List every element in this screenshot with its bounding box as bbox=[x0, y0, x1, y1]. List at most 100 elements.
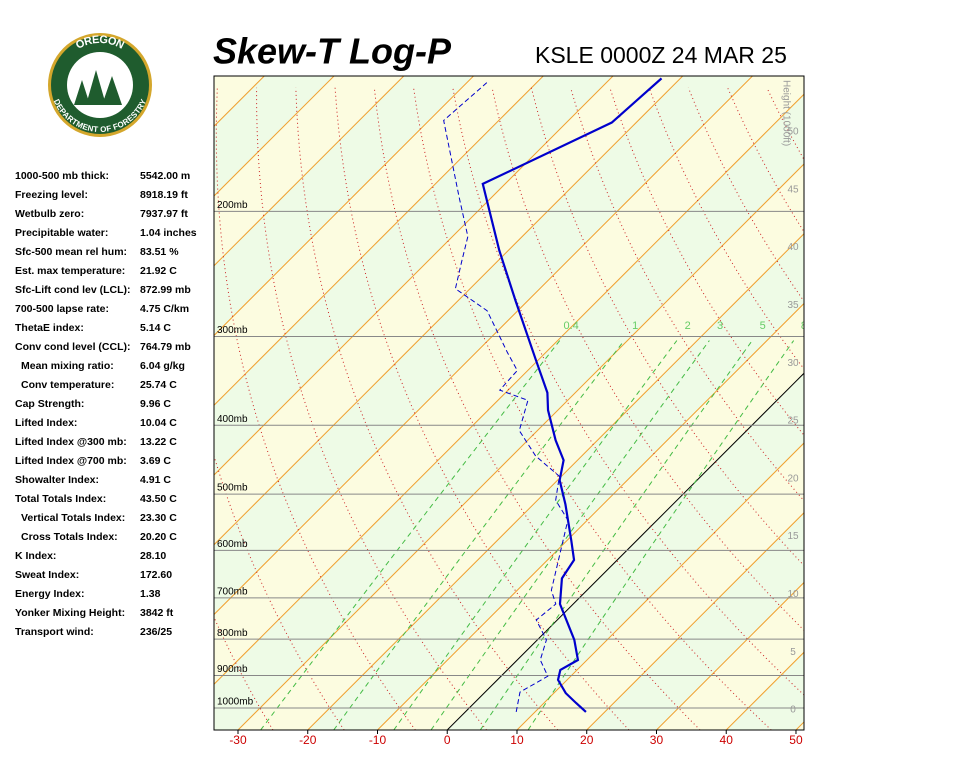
band bbox=[214, 94, 804, 730]
isotherm bbox=[516, 442, 804, 730]
isotherm bbox=[656, 581, 804, 730]
index-value: 20.20 C bbox=[140, 531, 177, 543]
index-label: Wetbulb zero: bbox=[15, 208, 84, 220]
index-value: 43.50 C bbox=[140, 493, 177, 505]
x-tick-label: 30 bbox=[650, 733, 664, 747]
index-label: Yonker Mixing Height: bbox=[15, 607, 125, 619]
x-tick-label: -20 bbox=[299, 733, 317, 747]
index-label: 1000-500 mb thick: bbox=[15, 170, 109, 182]
index-label: K Index: bbox=[15, 550, 56, 562]
isotherm bbox=[237, 163, 804, 730]
y2-tick-label: 10 bbox=[787, 589, 799, 600]
x-tick-label: 20 bbox=[580, 733, 594, 747]
plot-frame bbox=[213, 75, 805, 731]
index-label: Conv cond level (CCL): bbox=[15, 341, 131, 353]
y-tick-label: 700mb bbox=[217, 587, 248, 598]
y-tick-label: 300mb bbox=[217, 325, 248, 336]
index-value: 10.04 C bbox=[140, 417, 177, 429]
dry-adiabat bbox=[845, 88, 960, 730]
index-label: Cross Totals Index: bbox=[21, 531, 118, 543]
index-label: Cap Strength: bbox=[15, 398, 84, 410]
mixing-ratio-label: 1 bbox=[632, 320, 638, 332]
index-value: 3.69 C bbox=[140, 455, 171, 467]
index-label: Est. max temperature: bbox=[15, 265, 125, 277]
index-value: 236/25 bbox=[140, 626, 172, 638]
logo-top-text: OREGON bbox=[74, 34, 126, 52]
dry-adiabat bbox=[373, 87, 701, 730]
y2-tick-label: 25 bbox=[787, 416, 799, 427]
x-tick-label: 0 bbox=[444, 733, 451, 747]
y-tick-label: 500mb bbox=[217, 483, 248, 494]
index-label: Precipitable water: bbox=[15, 227, 108, 239]
dry-adiabat bbox=[491, 87, 804, 631]
chart-subtitle: KSLE 0000Z 24 MAR 25 bbox=[535, 42, 787, 68]
index-label: Sfc-500 mean rel hum: bbox=[15, 246, 127, 258]
index-label: 700-500 lapse rate: bbox=[15, 303, 109, 315]
index-label: Conv temperature: bbox=[21, 379, 114, 391]
plot-area: 0.4 1 2 3 5 8 bbox=[214, 76, 960, 730]
isotherm bbox=[214, 76, 753, 616]
index-value: 4.91 C bbox=[140, 474, 171, 486]
isotherm bbox=[214, 76, 544, 406]
index-label: Mean mixing ratio: bbox=[21, 360, 114, 372]
logo-trees bbox=[74, 70, 122, 105]
x-tick-label: -10 bbox=[369, 733, 387, 747]
x-tick-label: -30 bbox=[229, 733, 247, 747]
index-value: 1.04 inches bbox=[140, 227, 197, 239]
mixing-ratio-label: 8 bbox=[801, 320, 807, 332]
index-value: 13.22 C bbox=[140, 436, 177, 448]
isotherm bbox=[214, 76, 474, 337]
index-value: 28.10 bbox=[140, 550, 166, 562]
mixing-ratio-line bbox=[393, 340, 678, 730]
mixing-ratio-label: 3 bbox=[717, 320, 723, 332]
index-label: Energy Index: bbox=[15, 588, 84, 600]
y2-tick-label: 5 bbox=[790, 647, 796, 658]
y-tick-label: 1000mb bbox=[217, 697, 254, 708]
index-label: Sweat Index: bbox=[15, 569, 79, 581]
x-tick-label: 10 bbox=[510, 733, 524, 747]
y2-tick-label: 50 bbox=[787, 127, 799, 138]
isotherm bbox=[214, 76, 405, 267]
x-tick-label: 50 bbox=[789, 733, 803, 747]
logo: OREGON DEPARTMENT OF FORESTRY bbox=[48, 33, 152, 137]
index-value: 8918.19 ft bbox=[140, 189, 188, 201]
y2-tick-label: 45 bbox=[787, 184, 799, 195]
mixing-ratio-line bbox=[527, 340, 795, 730]
index-value: 3842 ft bbox=[140, 607, 174, 619]
index-value: 21.92 C bbox=[140, 265, 177, 277]
mixing-ratio-line bbox=[260, 340, 561, 730]
mixing-ratio-line bbox=[430, 340, 710, 730]
dry-adiabat bbox=[806, 88, 960, 730]
index-label: Freezing level: bbox=[15, 189, 88, 201]
index-value: 7937.97 ft bbox=[140, 208, 188, 220]
index-value: 25.74 C bbox=[140, 379, 177, 391]
dry-adiabat bbox=[885, 88, 960, 730]
index-label: Total Totals Index: bbox=[15, 493, 106, 505]
mixing-ratio-line bbox=[479, 340, 753, 730]
y2-axis-label: Height (1000ft) bbox=[780, 80, 791, 146]
index-label: Lifted Index @300 mb: bbox=[15, 436, 127, 448]
y-tick-label: 800mb bbox=[217, 628, 248, 639]
index-label: Lifted Index @700 mb: bbox=[15, 455, 127, 467]
mixing-ratio-line bbox=[333, 340, 625, 730]
index-label: Sfc-Lift cond lev (LCL): bbox=[15, 284, 131, 296]
index-value: 172.60 bbox=[140, 569, 172, 581]
y2-tick-label: 35 bbox=[787, 300, 799, 311]
isotherm bbox=[214, 93, 804, 685]
index-label: Vertical Totals Index: bbox=[21, 512, 125, 524]
isotherm bbox=[866, 76, 960, 730]
dry-adiabat bbox=[924, 88, 960, 730]
x-tick-label: 40 bbox=[720, 733, 734, 747]
isotherm bbox=[214, 76, 335, 197]
mixing-ratio-label: 0.4 bbox=[563, 320, 578, 332]
index-value: 872.99 mb bbox=[140, 284, 191, 296]
band bbox=[866, 76, 960, 730]
isotherm bbox=[377, 302, 804, 730]
index-value: 23.30 C bbox=[140, 512, 177, 524]
isotherm bbox=[307, 233, 804, 730]
chart-title: Skew-T Log-P bbox=[213, 31, 452, 72]
y2-tick-label: 20 bbox=[787, 473, 799, 484]
index-value: 1.38 bbox=[140, 588, 161, 600]
mixing-ratio-label: 2 bbox=[685, 320, 691, 332]
